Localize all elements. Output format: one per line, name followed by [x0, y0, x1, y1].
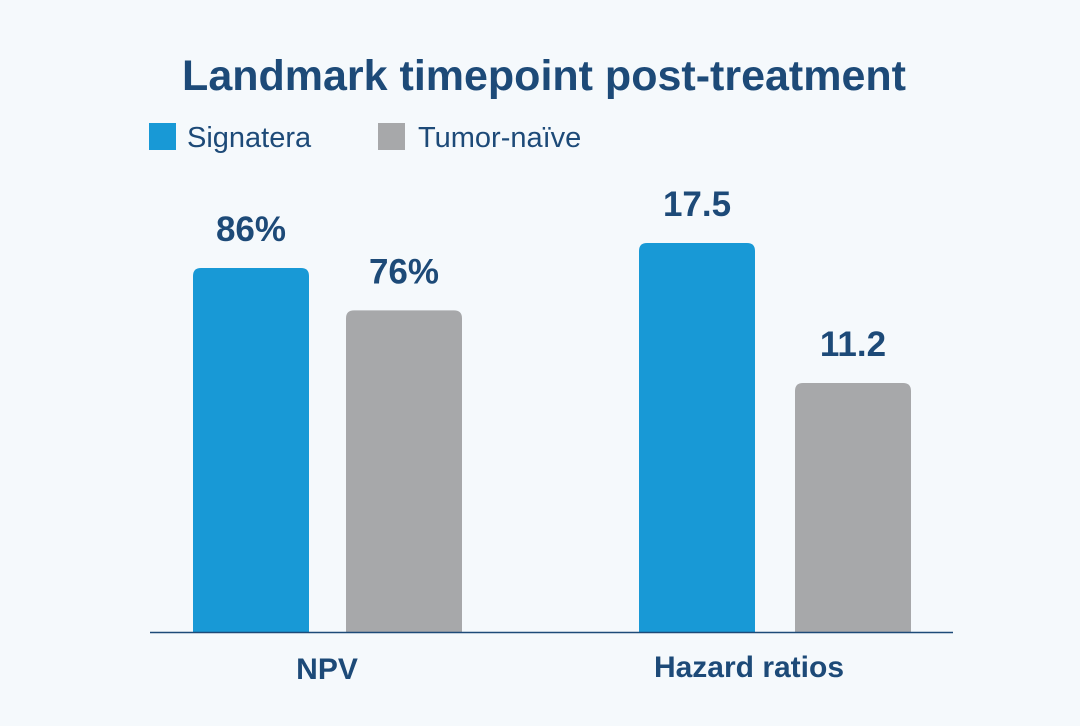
legend-swatch-tumor-naive: [378, 123, 405, 150]
bars-group: [193, 243, 911, 632]
value-label-hazard-ratios-signatera: 17.5: [663, 185, 731, 224]
value-labels-group: 86% 76% 17.5 11.2: [216, 185, 886, 364]
bar-hazard-ratios-signatera: [639, 243, 755, 632]
value-label-npv-tumor-naive: 76%: [369, 252, 439, 291]
legend-label-tumor-naive: Tumor-naïve: [418, 122, 581, 154]
category-label-hazard-ratios: Hazard ratios: [654, 651, 844, 684]
legend: Signatera Tumor-naïve: [149, 122, 581, 154]
bar-npv-signatera: [193, 268, 309, 632]
legend-label-signatera: Signatera: [187, 122, 312, 154]
value-label-npv-signatera: 86%: [216, 210, 286, 249]
chart-title: Landmark timepoint post-treatment: [182, 52, 906, 100]
bar-npv-tumor-naive: [346, 310, 462, 632]
category-label-npv: NPV: [296, 653, 358, 686]
value-label-hazard-ratios-tumor-naive: 11.2: [820, 325, 886, 364]
bar-hazard-ratios-tumor-naive: [795, 383, 911, 632]
legend-swatch-signatera: [149, 123, 176, 150]
